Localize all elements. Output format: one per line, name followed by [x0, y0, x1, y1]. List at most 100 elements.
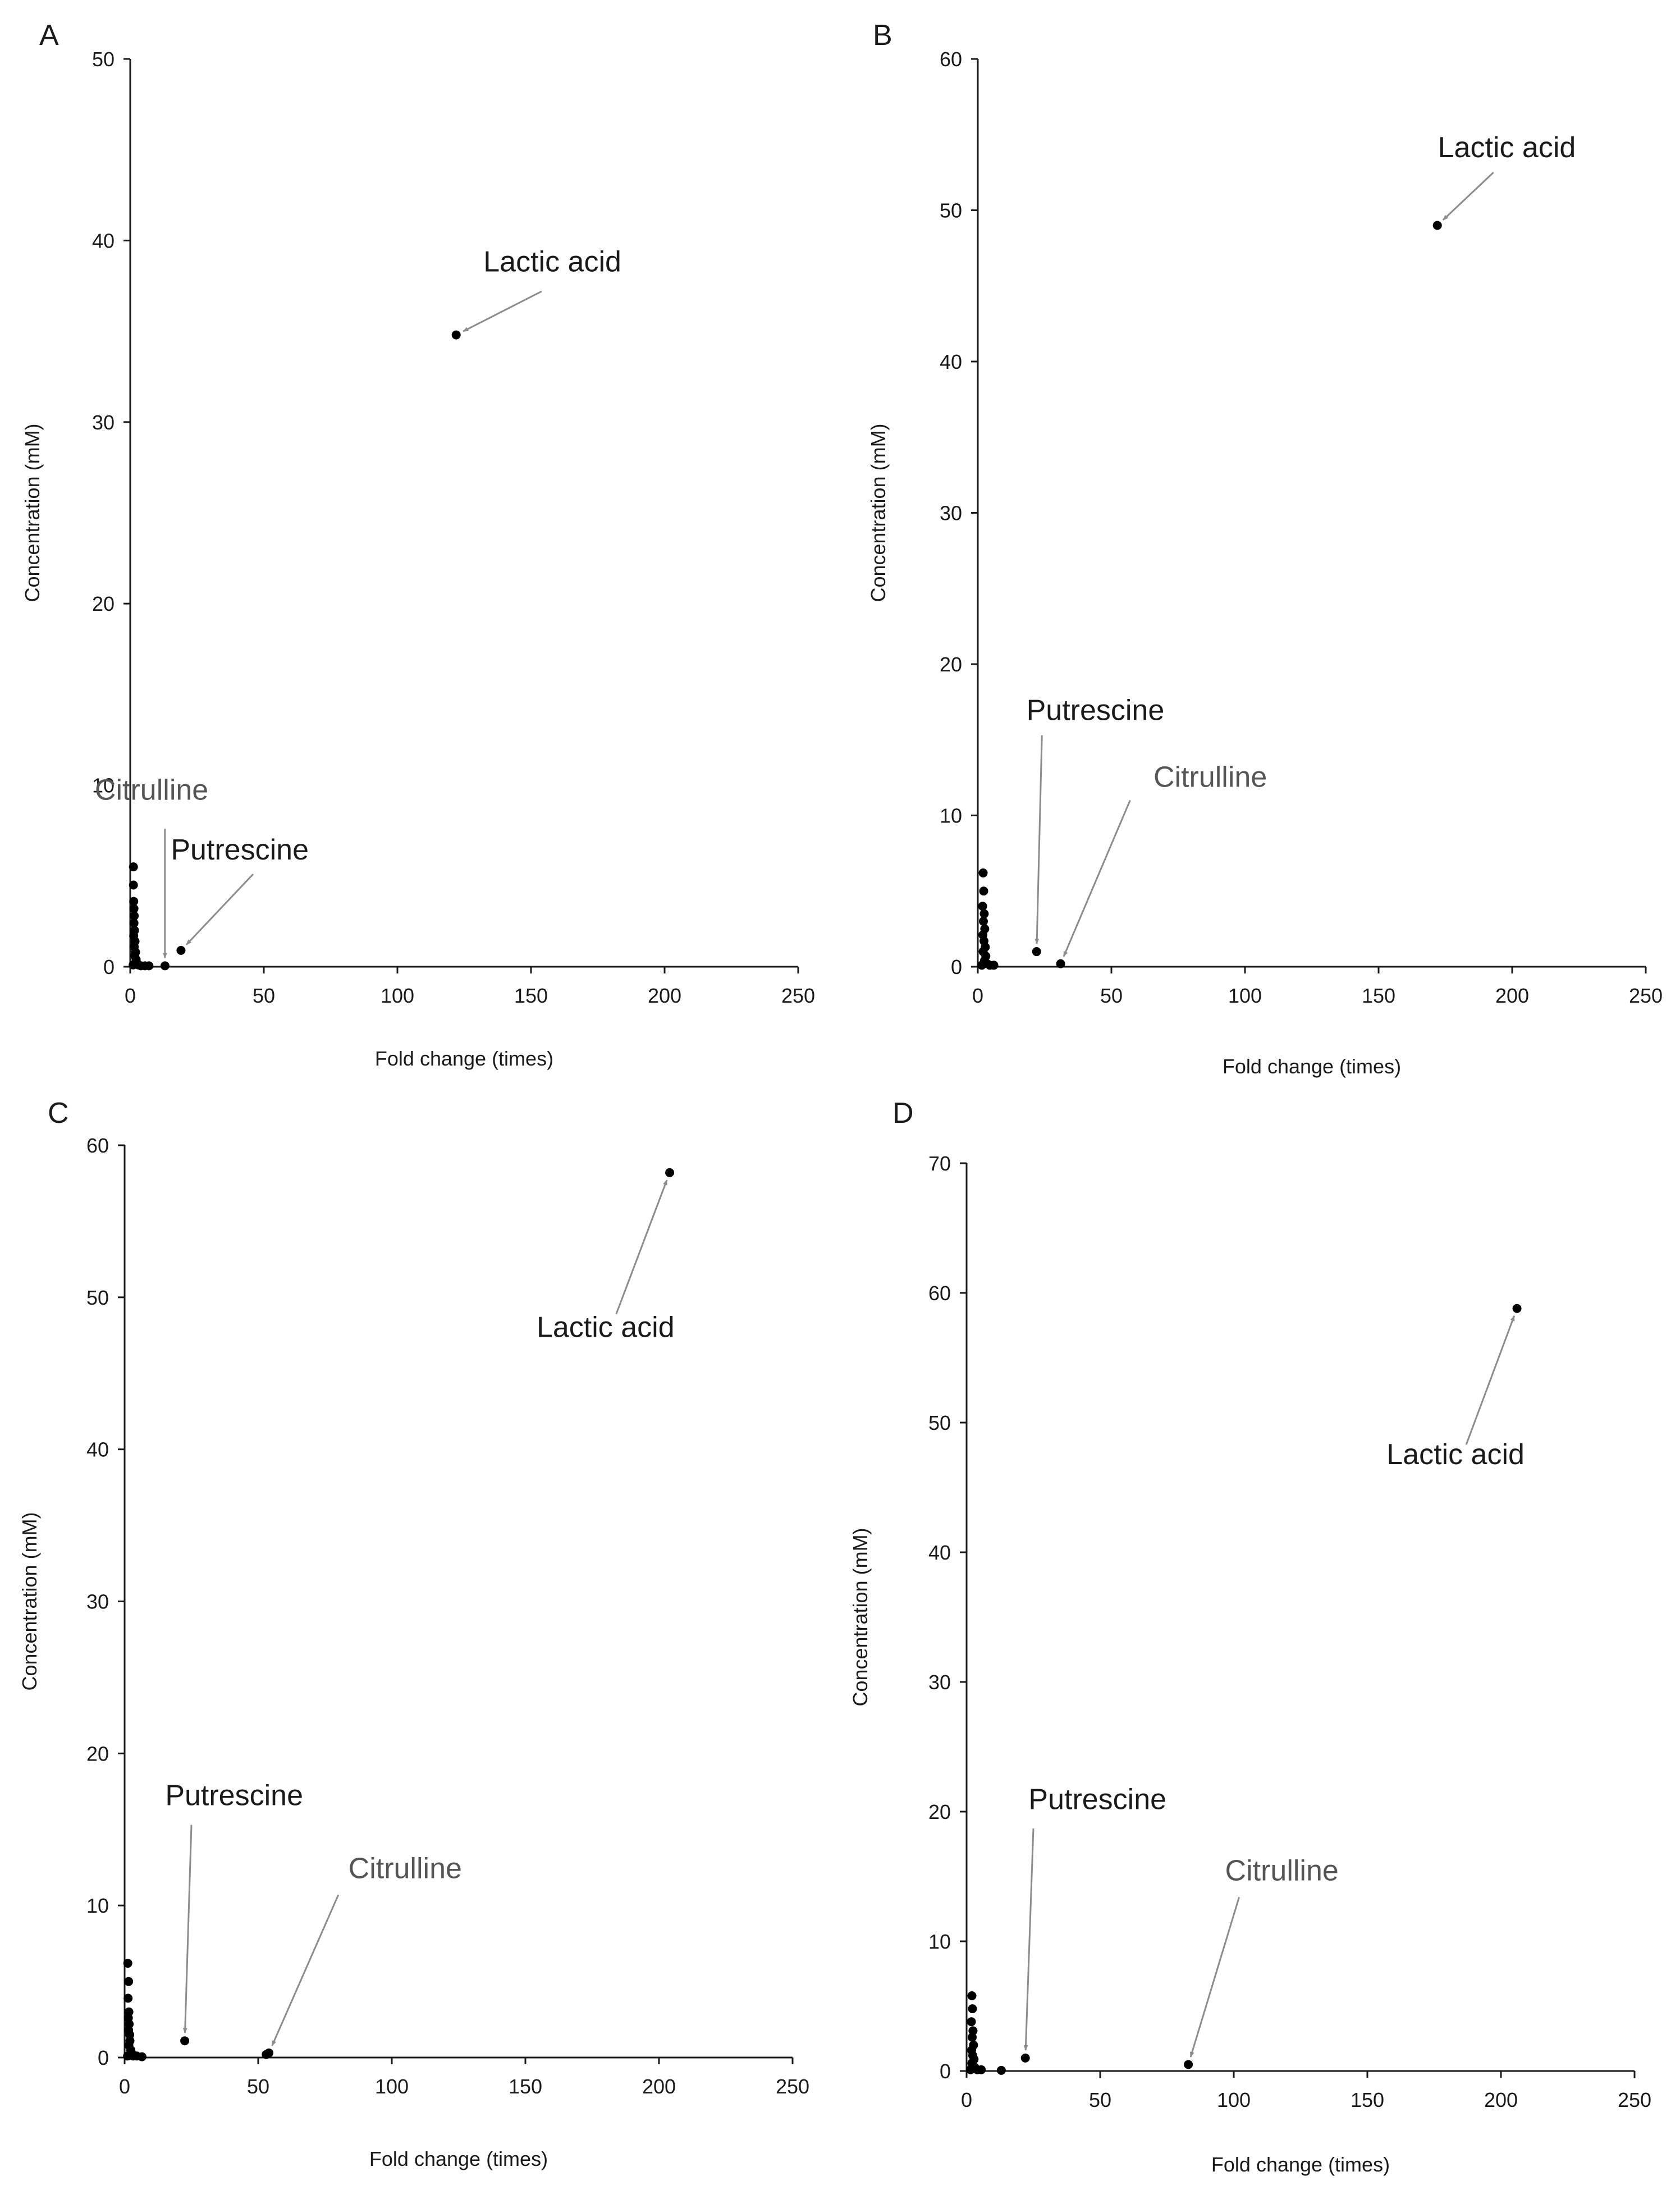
annotation-putrescine: Putrescine [1027, 694, 1165, 727]
data-point [1432, 221, 1442, 230]
data-point [129, 862, 138, 872]
data-point [978, 868, 988, 877]
y-tick-label: 10 [86, 1894, 109, 1917]
y-tick-label: 30 [940, 502, 962, 525]
annotation-arrow-citrulline [1189, 1897, 1240, 2058]
annotation-arrow-lactic-acid [1465, 1315, 1516, 1445]
x-tick-label: 150 [1351, 2088, 1384, 2111]
y-axis-title: Concentration (mM) [21, 423, 44, 602]
x-tick-label: 0 [961, 2088, 972, 2111]
annotation-arrow-lactic-acid [463, 290, 542, 332]
y-axis-title: Concentration (mM) [849, 1528, 872, 1706]
x-tick-label: 250 [781, 984, 815, 1007]
annotation-citrulline: Citrulline [95, 774, 208, 806]
data-point [124, 1977, 134, 1986]
panel-a: A 0 10 20 30 40 50 0 50 100 150 200 250 Fold change (… [21, 19, 815, 1070]
data-point [129, 918, 139, 928]
x-axis-title: Fold change (times) [1211, 2153, 1390, 2176]
data-point [129, 904, 139, 913]
data-point [451, 330, 461, 340]
data-point [129, 880, 138, 890]
data-point [968, 2004, 977, 2014]
y-tick-label: 10 [92, 774, 115, 797]
y-tick-label: 20 [940, 653, 962, 676]
panel-d: D 0 10 20 30 40 50 60 70 0 50 100 150 200 250 Fold chan… [849, 1097, 1651, 2176]
x-axis-title: Fold change (times) [369, 2147, 548, 2170]
y-tick-label: 20 [92, 592, 115, 615]
x-tick-label: 100 [375, 2075, 409, 2098]
data-point [967, 1991, 977, 2001]
data-point [144, 961, 154, 971]
annotation-arrow-putrescine [182, 1825, 193, 2034]
panel-c: C 0 10 20 30 40 50 60 0 50 100 150 200 250 Fold change… [18, 1097, 809, 2170]
y-tick-label: 30 [928, 1671, 951, 1694]
data-point [129, 897, 139, 906]
y-tick-label: 20 [928, 1800, 951, 1823]
x-tick-label: 50 [1089, 2088, 1111, 2111]
panel-label: D [892, 1097, 914, 1130]
y-axis-title: Concentration (mM) [18, 1512, 41, 1690]
x-tick-label: 200 [642, 2075, 676, 2098]
x-tick-label: 150 [1362, 984, 1395, 1007]
data-point [979, 909, 989, 918]
y-tick-label: 0 [98, 2046, 109, 2069]
y-tick-label: 10 [940, 804, 962, 828]
data-point [967, 2032, 977, 2042]
x-tick-label: 200 [1484, 2088, 1518, 2111]
panel-b: B 0 10 20 30 40 50 60 0 50 100 150 200 250 Fold change… [867, 19, 1663, 1078]
panel-label: B [873, 19, 892, 52]
y-tick-label: 60 [928, 1282, 951, 1305]
annotation-lactic-acid: Lactic acid [537, 1311, 675, 1343]
x-tick-label: 100 [1228, 984, 1262, 1007]
data-point [978, 917, 988, 926]
y-tick-label: 50 [928, 1411, 951, 1434]
x-tick-label: 250 [1629, 984, 1663, 1007]
data-point [977, 961, 987, 970]
y-tick-label: 40 [940, 350, 962, 373]
x-tick-label: 250 [1618, 2088, 1651, 2111]
y-tick-label: 30 [92, 411, 115, 434]
x-tick-label: 50 [253, 984, 275, 1007]
panel-label: A [39, 19, 59, 52]
panel-label: C [48, 1097, 69, 1130]
x-tick-label: 100 [381, 984, 414, 1007]
x-tick-label: 100 [1217, 2088, 1251, 2111]
x-tick-label: 250 [776, 2075, 809, 2098]
data-point [996, 2065, 1006, 2075]
data-point [1020, 2053, 1030, 2063]
annotation-citrulline: Citrulline [1153, 761, 1267, 793]
x-tick-label: 50 [247, 2075, 269, 2098]
y-tick-label: 50 [940, 199, 962, 222]
data-point [264, 2048, 274, 2058]
annotation-arrow-putrescine [185, 874, 254, 945]
annotation-citrulline: Citrulline [1225, 1854, 1339, 1887]
y-axis-title: Concentration (mM) [867, 423, 890, 602]
x-tick-label: 0 [119, 2075, 130, 2098]
y-tick-label: 40 [92, 229, 115, 252]
annotation-arrow-citrulline [1063, 799, 1131, 957]
annotation-citrulline: Citrulline [349, 1852, 462, 1885]
x-tick-label: 200 [1495, 984, 1529, 1007]
annotation-lactic-acid: Lactic acid [1438, 131, 1576, 164]
data-point [1512, 1304, 1522, 1313]
y-tick-label: 60 [86, 1134, 109, 1157]
data-point [977, 2065, 986, 2074]
data-point [123, 1959, 132, 1968]
data-point [979, 886, 988, 896]
x-axis-title: Fold change (times) [375, 1047, 553, 1070]
annotation-arrow-lactic-acid [1442, 172, 1494, 221]
y-tick-label: 0 [103, 956, 115, 979]
y-tick-label: 20 [86, 1742, 109, 1765]
y-tick-label: 30 [86, 1590, 109, 1613]
data-point [137, 2052, 147, 2061]
x-tick-label: 150 [514, 984, 548, 1007]
data-point [978, 902, 987, 911]
annotation-lactic-acid: Lactic acid [1386, 1438, 1525, 1471]
y-tick-label: 0 [940, 2060, 951, 2083]
data-point [967, 2017, 976, 2027]
annotation-arrow-putrescine [1034, 735, 1043, 945]
data-point [160, 961, 170, 971]
x-tick-label: 0 [972, 984, 983, 1007]
y-tick-label: 70 [928, 1152, 951, 1175]
